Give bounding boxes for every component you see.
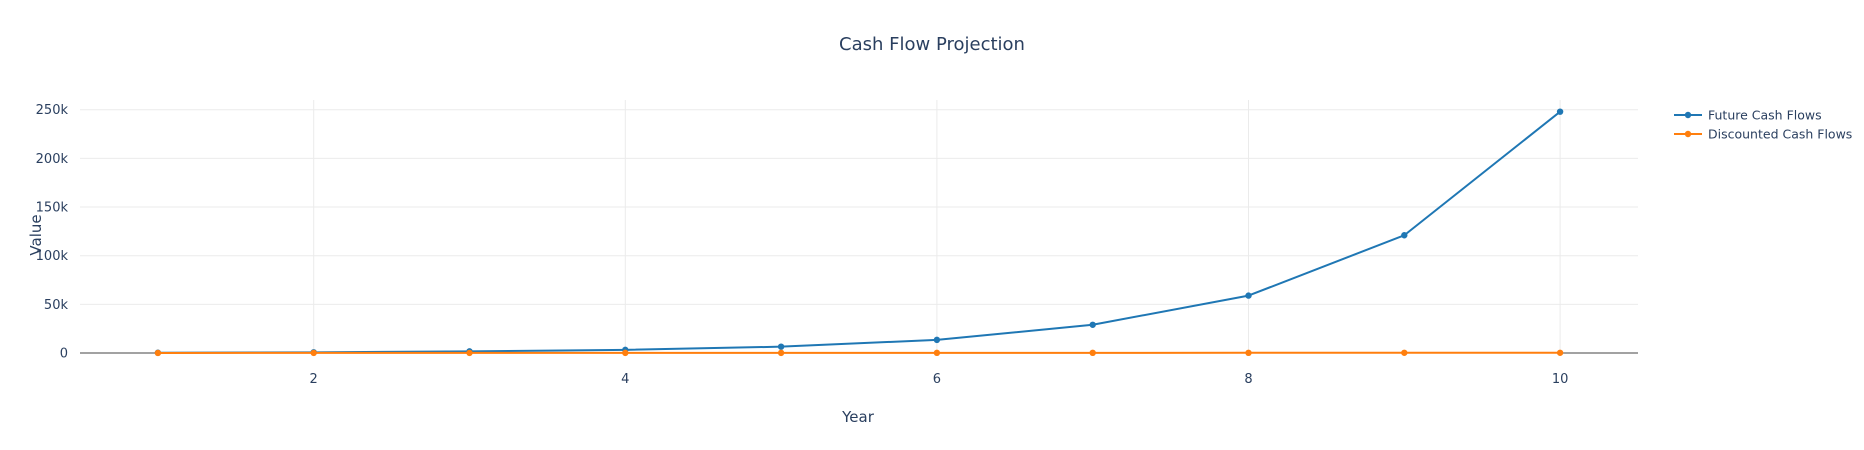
data-point: [777, 343, 785, 350]
y-tick-label: 100k: [36, 249, 69, 264]
data-point: [466, 349, 473, 357]
legend-item[interactable]: Discounted Cash Flows: [1674, 127, 1852, 142]
legend-label: Discounted Cash Flows: [1708, 127, 1852, 142]
y-axis-title: Value: [27, 214, 45, 255]
series-0: [154, 108, 1564, 356]
data-point: [1556, 349, 1564, 356]
data-point: [1089, 321, 1096, 328]
x-tick-label: 8: [1244, 372, 1252, 387]
y-tick-label: 200k: [36, 152, 69, 167]
series-1: [154, 349, 1564, 357]
x-tick-label: 2: [310, 372, 318, 387]
y-axis-ticks: 0 50k 100k 150k 200k 250k: [36, 103, 69, 361]
data-point: [1401, 349, 1408, 356]
data-point: [777, 349, 785, 357]
legend-label: Future Cash Flows: [1708, 108, 1822, 123]
y-tick-label: 250k: [36, 103, 69, 118]
x-tick-label: 10: [1552, 372, 1569, 387]
data-point: [1401, 232, 1408, 239]
legend-marker: [1684, 130, 1692, 138]
data-point: [933, 336, 941, 344]
chart-title: Cash Flow Projection: [839, 34, 1025, 55]
grid-lines: [80, 100, 1638, 353]
series-line: [157, 110, 1561, 354]
data-point: [1245, 349, 1252, 357]
data-point: [1245, 292, 1252, 299]
data-point: [622, 349, 629, 357]
series-group: [154, 108, 1564, 357]
data-point: [933, 349, 941, 357]
data-point: [310, 349, 317, 357]
data-point: [154, 349, 162, 357]
y-tick-label: 150k: [36, 201, 69, 216]
legend-item[interactable]: Future Cash Flows: [1674, 108, 1822, 123]
x-tick-label: 4: [621, 372, 629, 387]
x-axis-title: Year: [841, 408, 875, 426]
legend: Future Cash Flows Discounted Cash Flows: [1674, 108, 1852, 142]
data-point: [1089, 349, 1096, 357]
x-axis-ticks: 2 4 6 8 10: [310, 372, 1569, 387]
y-tick-label: 0: [60, 347, 68, 362]
x-tick-label: 6: [933, 372, 941, 387]
data-point: [1556, 108, 1564, 115]
y-tick-label: 50k: [44, 298, 69, 313]
legend-marker: [1684, 111, 1692, 119]
